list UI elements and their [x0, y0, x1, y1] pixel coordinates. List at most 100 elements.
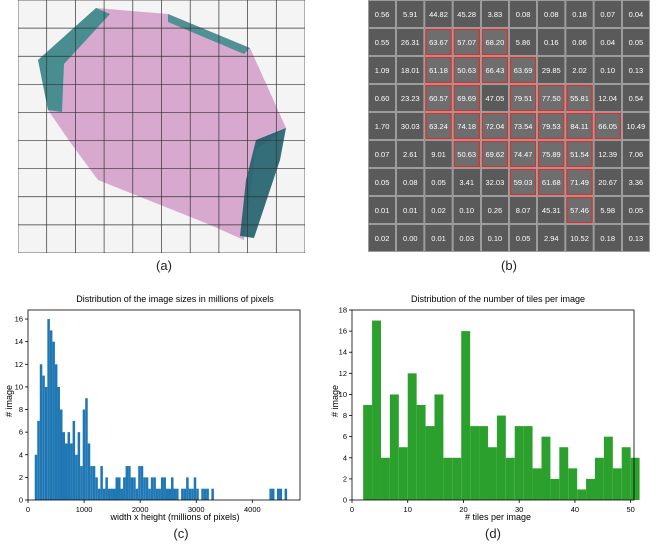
tile-value: 0.05 [375, 178, 390, 187]
histogram-bar [541, 437, 550, 500]
histogram-bar [272, 489, 275, 500]
histogram-bar [201, 489, 204, 500]
tile-value: 51.54 [570, 150, 589, 159]
slide-image [18, 0, 305, 253]
histogram-bar [515, 426, 524, 500]
histogram-bar [461, 331, 470, 500]
histogram-bar [85, 398, 88, 500]
plot-area: 0 10 20 30 40 50 0 2 4 6 8 10 12 14 16 18 [339, 306, 640, 515]
histogram-bar [62, 432, 65, 500]
histogram-bar [196, 489, 199, 500]
histogram-bar [110, 489, 113, 500]
histogram-bar [90, 466, 93, 500]
y-axis-label: # image [4, 385, 14, 417]
tile-value: 0.05 [431, 178, 446, 187]
image-size-histogram: Distribution of the image sizes in milli… [0, 288, 330, 524]
histogram-bar [595, 458, 604, 500]
histogram-bar [277, 489, 280, 500]
histogram-bar [35, 455, 38, 500]
histogram-bar [143, 477, 146, 500]
tile-value: 0.07 [600, 10, 615, 19]
histogram-bar [443, 458, 452, 500]
tile-value: 12.04 [598, 94, 617, 103]
x-axis-label: width x height (millions of pixels) [109, 512, 239, 522]
histogram-bar [146, 477, 149, 500]
tile-value: 9.01 [431, 150, 446, 159]
tile-value: 0.10 [600, 66, 615, 75]
histogram-bar [479, 426, 488, 500]
histogram-bar [123, 477, 126, 500]
tile-value: 0.13 [629, 66, 644, 75]
histogram-bar [138, 466, 141, 500]
y-tick-label: 2 [343, 474, 347, 483]
x-tick-label: 3000 [188, 505, 205, 514]
histogram-bar [506, 458, 515, 500]
x-tick-label: 4000 [244, 505, 261, 514]
histogram-bar [93, 466, 96, 500]
histogram-bar [568, 468, 577, 500]
histogram-bar [113, 489, 116, 500]
tile-value: 2.94 [544, 234, 559, 243]
histogram-bar [166, 489, 169, 500]
histogram-bar [40, 364, 43, 500]
tile-value: 61.18 [429, 66, 448, 75]
histogram-bar [285, 489, 288, 500]
tile-value: 69.62 [486, 150, 505, 159]
tile-value: 5.86 [516, 38, 531, 47]
panel-c-chart: Distribution of the image sizes in milli… [0, 288, 330, 524]
histogram-bar [452, 458, 461, 500]
tile-value: 0.02 [375, 234, 390, 243]
y-tick-label: 2 [19, 473, 23, 482]
tile-value: 45.28 [457, 10, 476, 19]
x-tick-label: 1000 [76, 505, 93, 514]
tile-value: 72.04 [486, 122, 505, 131]
y-tick-label: 16 [339, 327, 347, 336]
tile-value: 60.57 [429, 94, 448, 103]
histogram-bar [181, 489, 184, 500]
tile-value: 23.23 [401, 94, 420, 103]
histogram-bar [408, 373, 417, 500]
y-tick-label: 14 [339, 348, 347, 357]
x-tick-label: 30 [515, 505, 523, 514]
y-tick-label: 10 [15, 382, 23, 391]
panel-d-chart: Distribution of the number of tiles per … [330, 288, 659, 524]
tile-value: 63.67 [429, 38, 448, 47]
tile-value: 18.01 [401, 66, 420, 75]
histogram-bar [488, 447, 497, 500]
tile-value: 32.03 [486, 178, 505, 187]
histogram-bar [586, 479, 595, 500]
histogram-bar [390, 394, 399, 500]
histogram-bar [118, 477, 121, 500]
tiles-per-image-histogram: Distribution of the number of tiles per … [330, 288, 659, 524]
y-tick-label: 14 [15, 337, 23, 346]
histogram-bar [206, 489, 209, 500]
histogram-bar [161, 477, 164, 500]
tile-value: 0.10 [459, 206, 474, 215]
histogram-bar [52, 342, 55, 500]
histogram-bar [133, 477, 136, 500]
tile-value: 0.55 [375, 38, 390, 47]
histogram-bar [604, 437, 613, 500]
tile-value: 75.89 [542, 150, 561, 159]
histogram-bar [128, 466, 131, 500]
histogram-bar [211, 489, 214, 500]
tile-value: 50.63 [457, 150, 476, 159]
histogram-bar [156, 489, 159, 500]
tile-percentage-grid: 0.56 5.91 44.82 45.28 3.83 0.08 0.08 0.18 0.07 0.… [368, 0, 650, 252]
caption-c: (c) [161, 526, 201, 541]
caption-a: (a) [144, 258, 184, 273]
caption-b: (b) [489, 258, 529, 273]
tile-value: 20.67 [598, 178, 617, 187]
histogram-bar [50, 330, 53, 500]
histogram-bar [45, 387, 48, 500]
plot-area: 0 1000 2000 3000 40000246810121416 [15, 310, 330, 514]
x-tick-label: 10 [404, 505, 412, 514]
tile-value: 2.02 [572, 66, 587, 75]
histogram-bar [186, 477, 189, 500]
histogram-bar [148, 489, 151, 500]
tile-value: 0.01 [403, 206, 418, 215]
y-tick-label: 12 [15, 360, 23, 369]
histogram-bar [100, 466, 103, 500]
x-tick-label: 2000 [132, 505, 149, 514]
tile-value: 26.31 [401, 38, 420, 47]
